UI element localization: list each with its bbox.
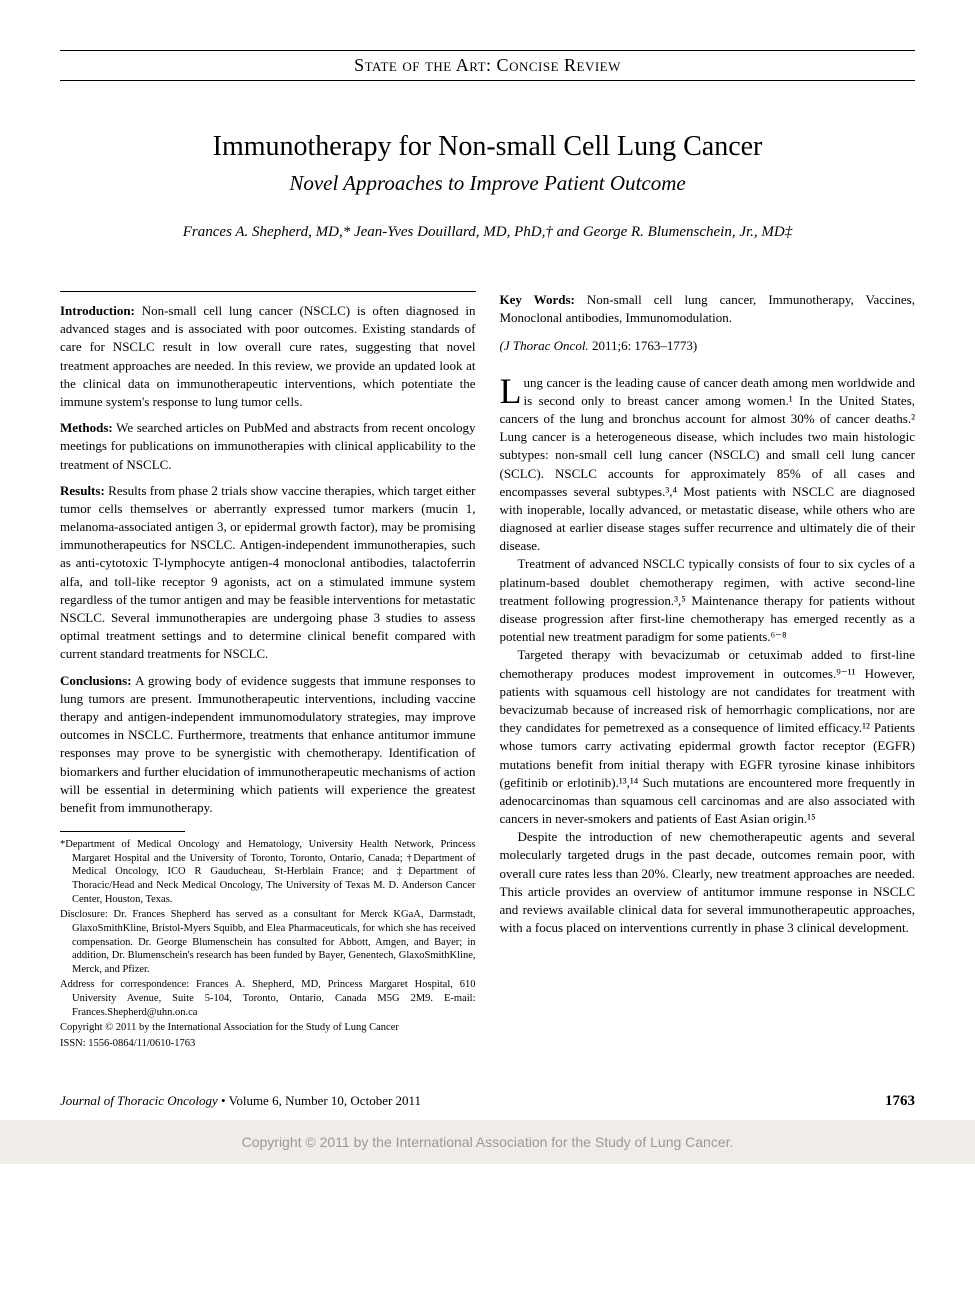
methods-text: We searched articles on PubMed and abstr… [60, 420, 476, 471]
body-paragraph-3: Targeted therapy with bevacizumab or cet… [500, 646, 916, 828]
abstract-conclusions: Conclusions: A growing body of evidence … [60, 672, 476, 818]
keywords-label: Key Words: [500, 292, 575, 307]
footnote-copyright: Copyright © 2011 by the International As… [60, 1021, 476, 1035]
footer-left: Journal of Thoracic Oncology • Volume 6,… [60, 1093, 421, 1109]
two-column-layout: Introduction: Non-small cell lung cancer… [60, 291, 915, 1053]
article-authors: Frances A. Shepherd, MD,* Jean-Yves Doui… [60, 224, 915, 241]
intro-label: Introduction: [60, 303, 135, 318]
footnote-disclosure: Disclosure: Dr. Frances Shepherd has ser… [60, 908, 476, 976]
page-footer: Journal of Thoracic Oncology • Volume 6,… [0, 1073, 975, 1120]
results-text: Results from phase 2 trials show vaccine… [60, 483, 476, 662]
article-subtitle: Novel Approaches to Improve Patient Outc… [60, 171, 915, 196]
conclusions-text: A growing body of evidence suggests that… [60, 673, 476, 815]
body-paragraph-4: Despite the introduction of new chemothe… [500, 828, 916, 937]
article-title: Immunotherapy for Non-small Cell Lung Ca… [60, 131, 915, 163]
footnote-rule [60, 831, 185, 832]
abstract-introduction: Introduction: Non-small cell lung cancer… [60, 302, 476, 411]
section-header: State of the Art: Concise Review [60, 50, 915, 81]
footer-page-number: 1763 [885, 1093, 915, 1110]
left-column: Introduction: Non-small cell lung cancer… [60, 291, 476, 1053]
footer-journal: Journal of Thoracic Oncology [60, 1093, 218, 1108]
conclusions-label: Conclusions: [60, 673, 132, 688]
footnote-affiliations: *Department of Medical Oncology and Hema… [60, 838, 476, 906]
abstract-results: Results: Results from phase 2 trials sho… [60, 482, 476, 664]
footnote-correspondence: Address for correspondence: Frances A. S… [60, 978, 476, 1019]
footnote-issn: ISSN: 1556-0864/11/0610-1763 [60, 1037, 476, 1051]
abstract-top-rule [60, 291, 476, 292]
footer-issue: • Volume 6, Number 10, October 2011 [218, 1093, 421, 1108]
right-column: Key Words: Non-small cell lung cancer, I… [500, 291, 916, 1053]
section-title: State of the Art: Concise Review [60, 55, 915, 76]
dropcap: L [500, 374, 524, 407]
p1-text: ung cancer is the leading cause of cance… [500, 375, 916, 554]
abstract-methods: Methods: We searched articles on PubMed … [60, 419, 476, 474]
intro-text: Non-small cell lung cancer (NSCLC) is of… [60, 303, 476, 409]
methods-label: Methods: [60, 420, 113, 435]
body-paragraph-1: Lung cancer is the leading cause of canc… [500, 374, 916, 556]
body-paragraph-2: Treatment of advanced NSCLC typically co… [500, 555, 916, 646]
copyright-bar: Copyright © 2011 by the International As… [0, 1120, 975, 1164]
citation-block: (J Thorac Oncol. 2011;6: 1763–1773) [500, 337, 916, 355]
results-label: Results: [60, 483, 105, 498]
citation-journal: (J Thorac Oncol. [500, 338, 589, 353]
citation-details: 2011;6: 1763–1773) [589, 338, 698, 353]
keywords-block: Key Words: Non-small cell lung cancer, I… [500, 291, 916, 327]
